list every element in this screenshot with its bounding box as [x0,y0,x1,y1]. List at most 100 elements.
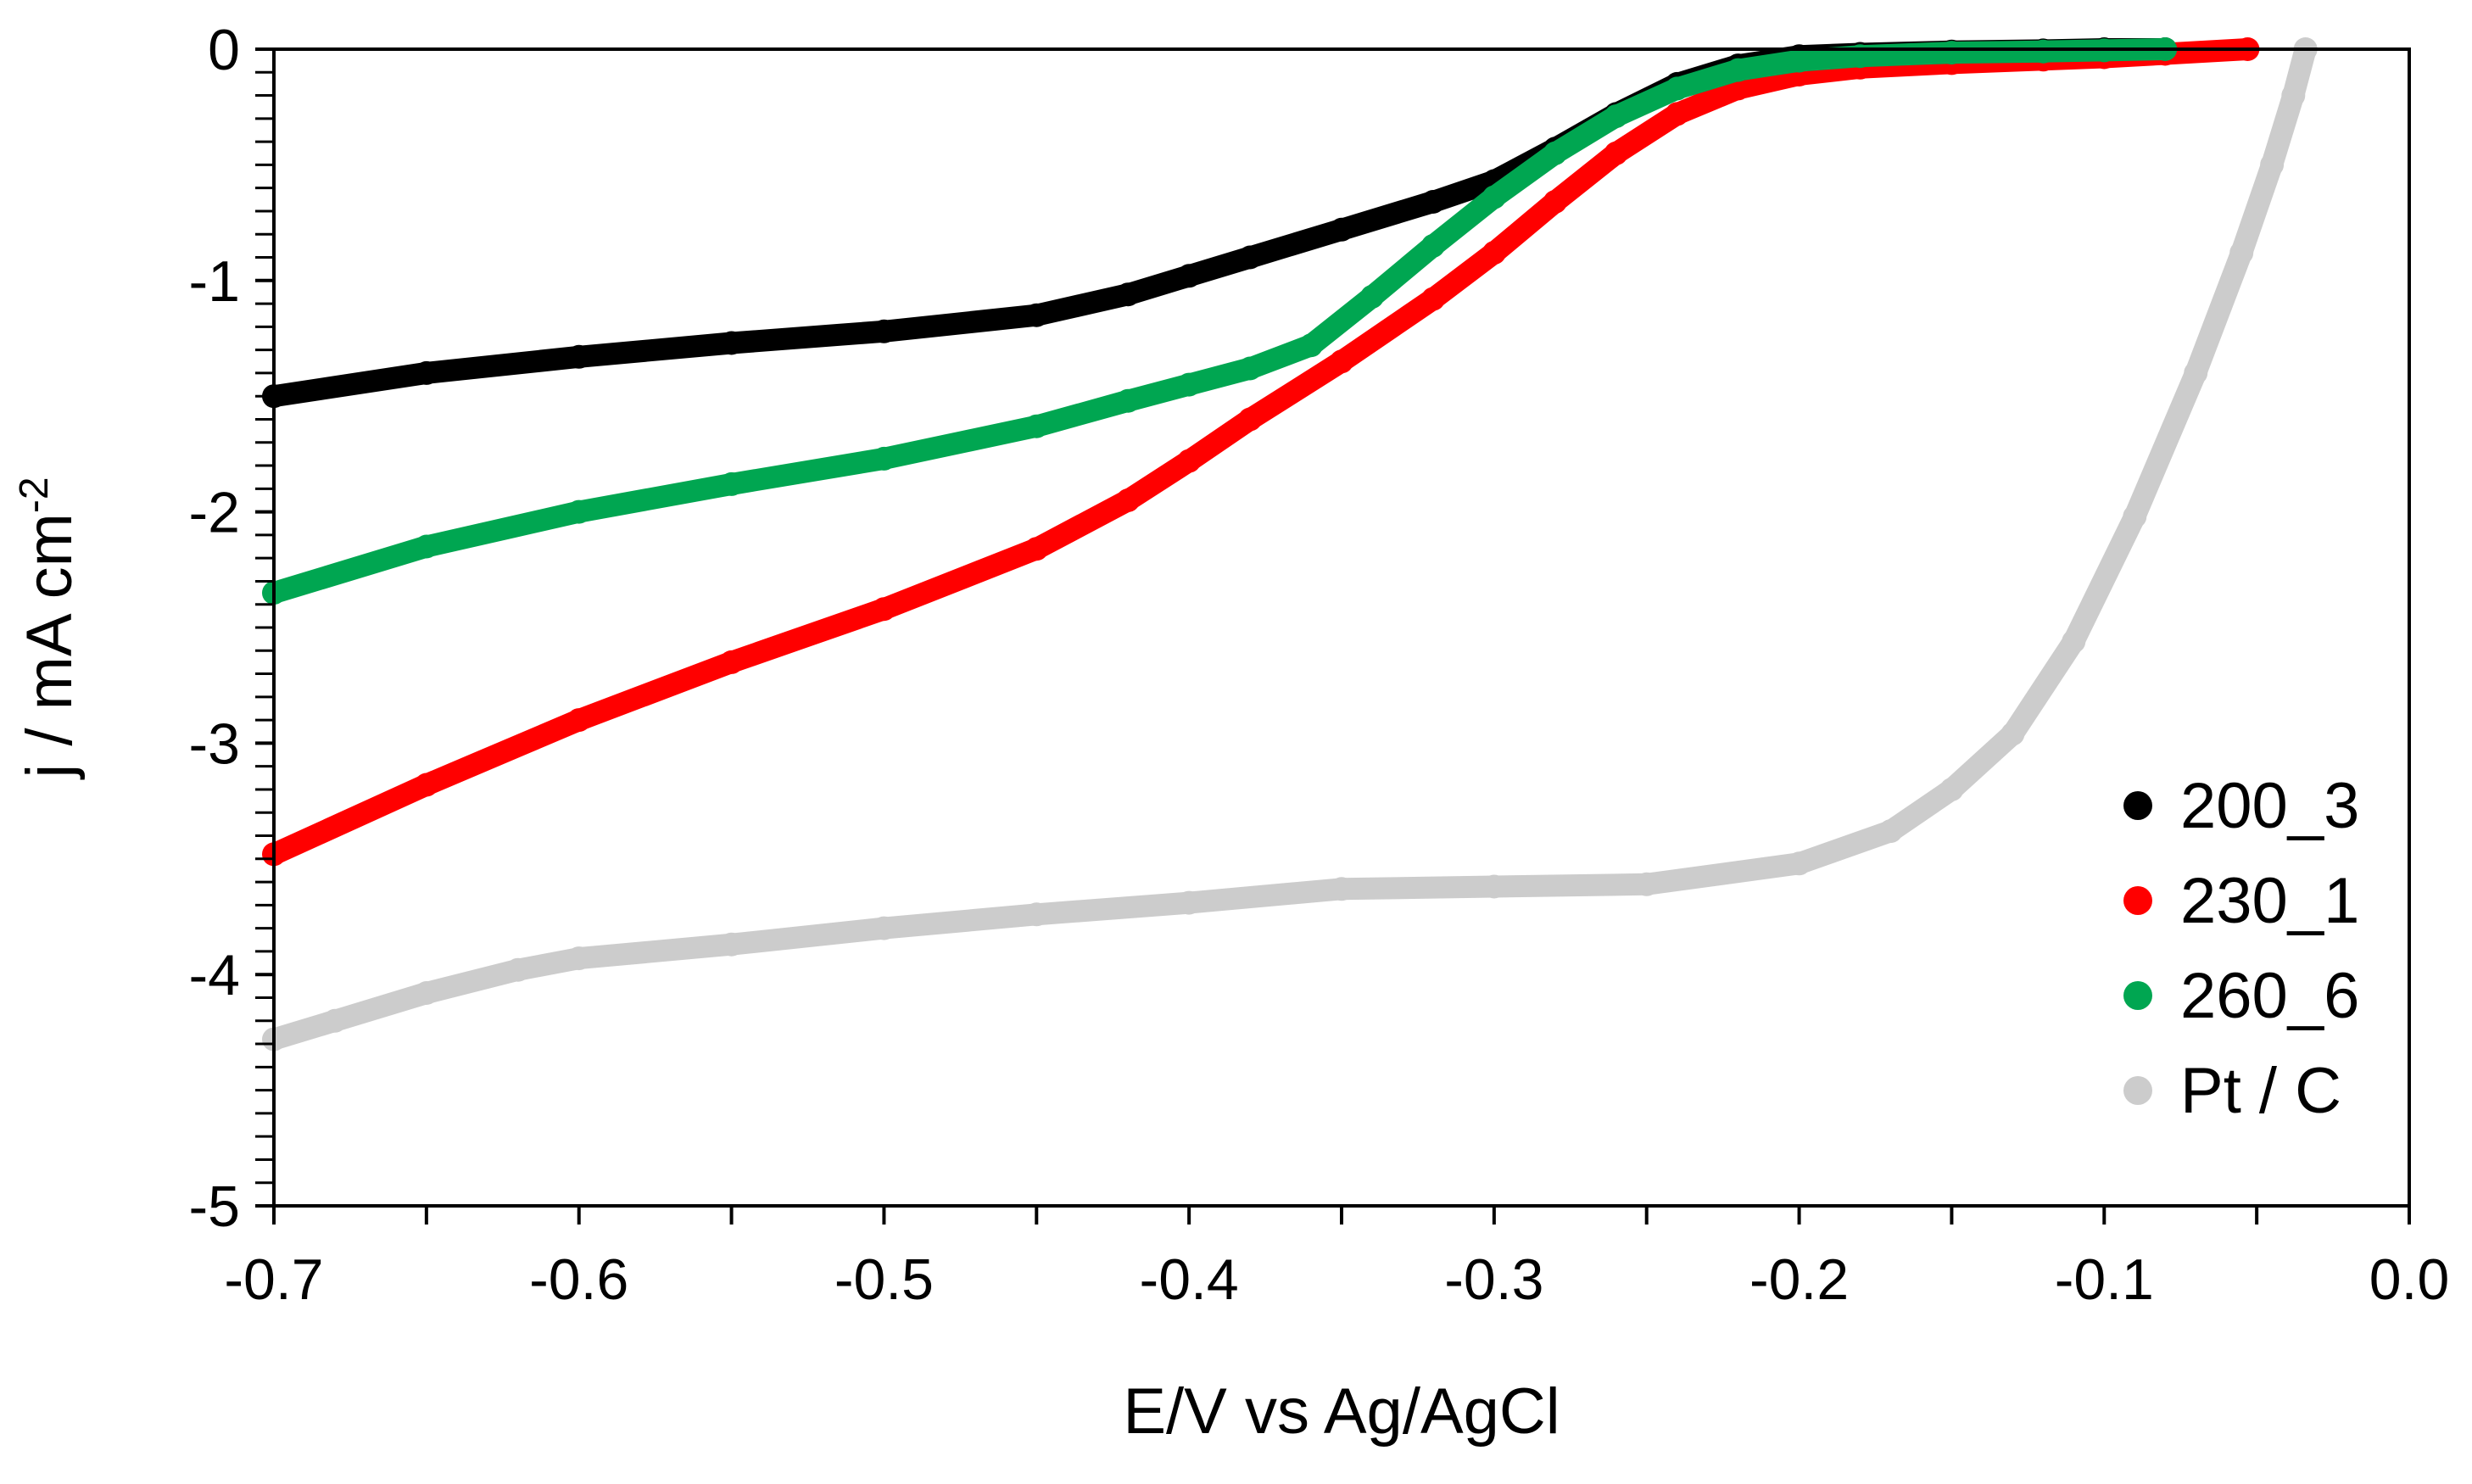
data-point-pt-c [2229,241,2254,265]
x-tick-label: 0.0 [2369,1247,2450,1312]
series-layer [262,37,2318,1052]
data-point-230-1 [414,773,438,797]
data-point-260-6 [1787,48,1811,73]
x-tick-label: -0.3 [1444,1247,1543,1312]
x-tick-label: -0.1 [2055,1247,2154,1312]
data-point-pt-c [719,932,744,957]
legend-label: 230_1 [2180,865,2359,937]
data-point-pt-c [414,981,438,1005]
y-axis: 0 -1 -2 -3 -4 -5 [189,18,274,1239]
data-point-200-3 [1177,264,1202,288]
legend-marker [2123,791,2152,820]
data-point-200-3 [1024,303,1049,327]
x-tick-label: -0.7 [224,1247,323,1312]
data-point-pt-c [1482,874,1506,899]
data-point-pt-c [1787,851,1811,876]
x-tick-label: -0.2 [1749,1247,1849,1312]
legend-label: Pt / C [2180,1055,2341,1127]
data-point-260-6 [1726,58,1750,82]
data-point-230-1 [1116,488,1141,512]
x-tick-label: -0.4 [1140,1247,1239,1312]
data-point-pt-c [2260,153,2285,177]
data-point-260-6 [872,446,896,471]
x-tick-label: -0.5 [834,1247,934,1312]
series-260-6 [262,37,2178,605]
data-point-pt-c [2000,722,2025,746]
legend-item-pt-c: Pt / C [2123,1055,2341,1127]
data-point-200-3 [1330,217,1353,242]
data-point-200-3 [872,319,896,343]
legend-marker [2123,1076,2152,1105]
data-point-230-1 [1330,349,1353,374]
data-point-pt-c [2123,505,2147,529]
data-point-260-6 [1024,414,1049,438]
data-point-200-3 [1238,245,1263,270]
y-axis-title-superscript: -2 [12,477,57,513]
data-point-230-1 [1482,241,1506,265]
legend-label: 200_3 [2180,770,2359,842]
data-point-260-6 [1543,141,1567,165]
data-point-260-6 [1665,76,1689,101]
data-point-pt-c [566,946,591,971]
series-pt-c [262,37,2318,1052]
data-point-pt-c [1939,778,1964,801]
data-point-230-1 [1177,449,1202,473]
y-tick-label: -5 [189,1174,240,1239]
data-point-230-1 [1665,102,1689,126]
legend-item-230-1: 230_1 [2123,865,2359,937]
data-point-260-6 [1360,284,1384,309]
data-point-pt-c [2062,629,2086,654]
data-point-260-6 [2031,39,2056,64]
data-point-230-1 [1543,190,1567,214]
data-point-200-3 [719,331,744,355]
data-point-260-6 [566,499,591,524]
legend-item-200-3: 200_3 [2123,770,2359,842]
y-tick-label: 0 [208,18,240,82]
data-point-260-6 [414,534,438,559]
data-point-pt-c [2184,360,2208,385]
data-point-pt-c [1878,819,1903,844]
data-point-pt-c [505,957,530,982]
x-axis-title: E/V vs Ag/AgCl [1123,1375,1560,1448]
data-point-200-3 [1420,190,1445,214]
data-point-260-6 [1238,356,1263,381]
data-point-260-6 [1939,41,1964,65]
data-point-260-6 [1420,233,1445,258]
data-point-230-1 [719,650,744,674]
legend-label: 260_6 [2180,960,2359,1032]
data-point-230-1 [1604,141,1628,165]
data-point-260-6 [1116,388,1141,413]
legend-item-260-6: 260_6 [2123,960,2359,1032]
data-point-pt-c [1024,902,1049,927]
data-point-pt-c [872,916,896,940]
y-tick-label: -1 [189,249,240,314]
data-point-260-6 [1299,333,1323,358]
legend-marker [2123,886,2152,915]
data-point-200-3 [414,360,438,385]
data-point-230-1 [1238,407,1263,432]
data-point-pt-c [322,1008,347,1033]
y-tick-label: -4 [189,943,240,1007]
legend-marker [2123,981,2152,1010]
data-point-pt-c [1330,877,1353,901]
data-point-pt-c [1177,890,1202,915]
legend: 200_3 230_1 260_6 Pt / C [2123,770,2359,1127]
data-point-230-1 [872,597,896,622]
x-axis: -0.7 -0.6 -0.5 -0.4 -0.3 -0.2 -0.1 0.0 [224,1206,2449,1312]
data-point-pt-c [2281,83,2306,108]
data-point-230-1 [566,708,591,733]
y-axis-title-main: j / mA cm [14,513,86,779]
data-point-230-1 [1024,537,1049,561]
y-tick-label: -3 [189,711,240,776]
x-tick-label: -0.6 [529,1247,628,1312]
data-point-200-3 [1116,282,1141,307]
y-axis-title: j / mA cm-2 [12,477,86,779]
data-point-260-6 [1177,372,1202,397]
data-point-260-6 [1604,104,1628,129]
y-tick-label: -2 [189,481,240,545]
data-point-260-6 [719,471,744,496]
data-point-260-6 [1482,185,1506,209]
